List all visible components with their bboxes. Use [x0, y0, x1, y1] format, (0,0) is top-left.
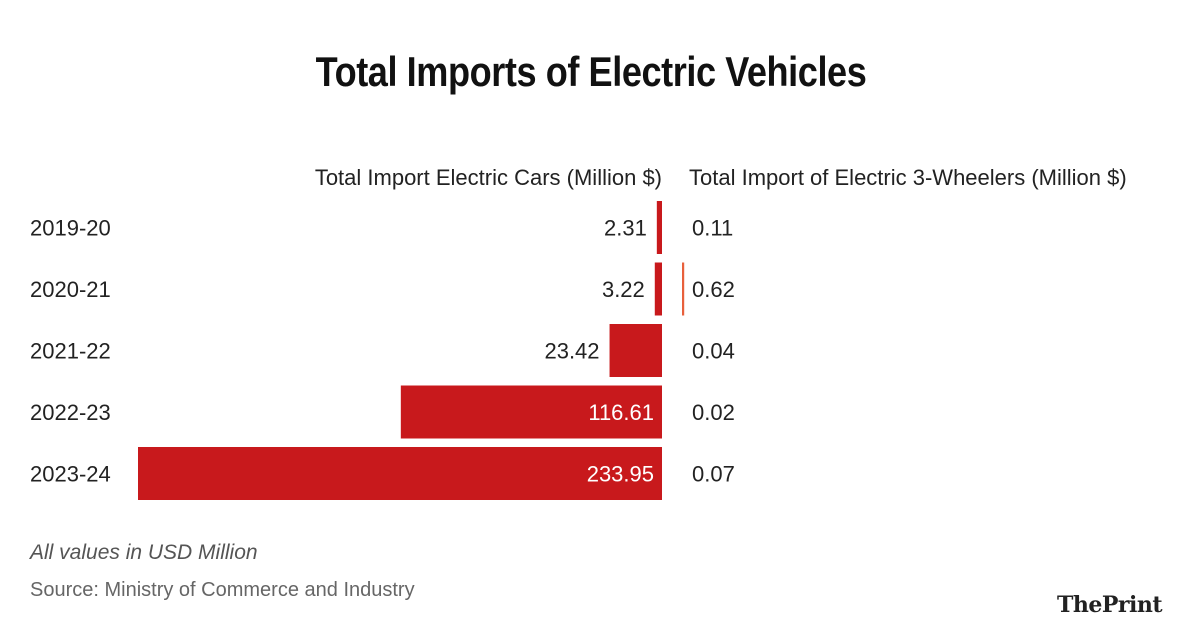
three-wheelers-value-label-2021-22: 0.04: [692, 339, 735, 364]
cars-bar-2019-20: [656, 201, 662, 254]
cars-bar-2020-21: [654, 262, 662, 316]
cars-value-label-2023-24: 233.95: [587, 462, 654, 487]
units-note: All values in USD Million: [30, 541, 258, 564]
cars-series-header: Total Import Electric Cars (Million $): [314, 165, 662, 190]
category-label-2022-23: 2022-23: [30, 400, 111, 425]
category-label-2021-22: 2021-22: [30, 339, 111, 364]
source-note: Source: Ministry of Commerce and Industr…: [30, 579, 415, 601]
cars-value-label-2022-23: 116.61: [588, 400, 654, 425]
cars-value-label-2021-22: 23.42: [544, 339, 599, 364]
three-wheelers-value-label-2023-24: 0.07: [692, 462, 735, 487]
cars-value-label-2020-21: 3.22: [602, 277, 645, 302]
logo-print: Print: [1101, 592, 1163, 618]
cars-bar-2021-22: [609, 324, 662, 377]
three-wheelers-value-label-2019-20: 0.11: [692, 216, 733, 241]
category-label-2019-20: 2019-20: [30, 216, 111, 241]
cars-value-label-2019-20: 2.31: [604, 216, 647, 241]
category-label-2023-24: 2023-24: [30, 462, 111, 487]
cars-bar-2023-24: [138, 447, 662, 500]
three-wheelers-series-header: Total Import of Electric 3-Wheelers (Mil…: [689, 165, 1127, 190]
three-wheelers-bar-2020-21: [682, 262, 685, 316]
category-label-2020-21: 2020-21: [30, 277, 111, 302]
three-wheelers-value-label-2020-21: 0.62: [692, 277, 735, 302]
chart-title: Total Imports of Electric Vehicles: [315, 48, 867, 95]
cars-bar-2022-23: [400, 385, 662, 439]
theprint-logo: ThePrint: [1056, 592, 1163, 618]
three-wheelers-value-label-2022-23: 0.02: [692, 400, 735, 425]
logo-the: The: [1056, 592, 1102, 618]
